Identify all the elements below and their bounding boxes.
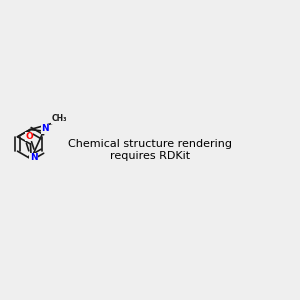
Text: O: O [25,132,33,141]
Text: N: N [41,124,49,133]
Text: CH₃: CH₃ [52,114,67,123]
Text: Chemical structure rendering
requires RDKit: Chemical structure rendering requires RD… [68,139,232,161]
Text: N: N [30,153,38,162]
